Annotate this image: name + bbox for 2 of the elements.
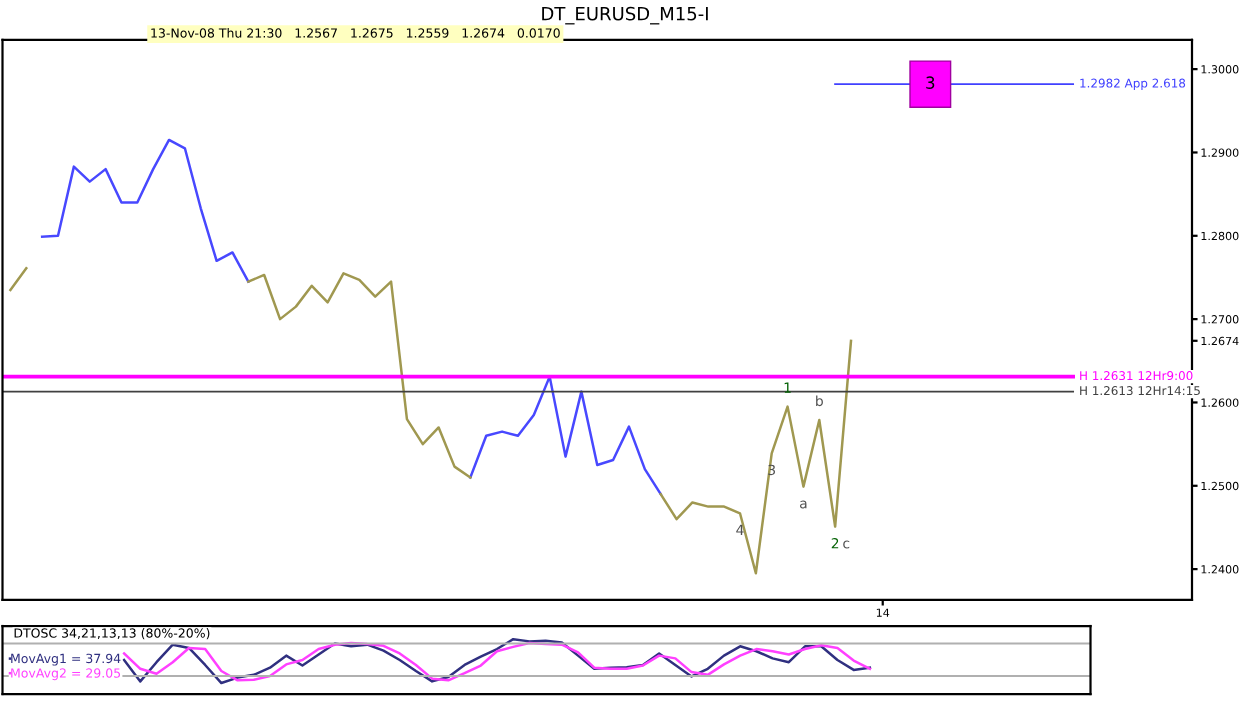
chart-title: DT_EURUSD_M15-I [542, 6, 708, 25]
annotation: 3 [926, 76, 935, 89]
